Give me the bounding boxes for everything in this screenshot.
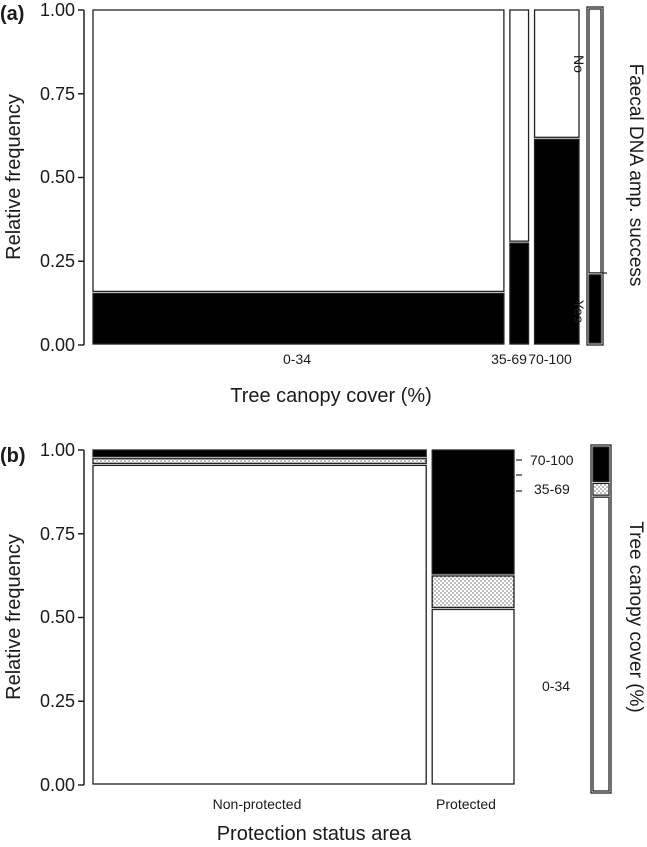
panel-a-marginal-yes xyxy=(588,274,602,344)
panel-b-marginal-70-100 xyxy=(592,446,610,483)
panel-b-ytick-1: 0.25 xyxy=(40,691,75,711)
panel-a-label: (a) xyxy=(0,3,24,25)
panel-a-ytick-2: 0.50 xyxy=(40,167,75,187)
panel-b-legend-35-69: 35-69 xyxy=(534,481,570,497)
panel-b-legend-title: Tree canopy cover (%) xyxy=(625,521,646,712)
panel-b-legend-0-34: 0-34 xyxy=(542,678,570,694)
panel-b-ytick-4: 1.00 xyxy=(40,440,75,460)
panel-b-xcat-0: Non-protected xyxy=(213,796,302,812)
panel-b-legend-ticks xyxy=(516,459,522,492)
panel-b-y-axis-title: Relative frequency xyxy=(3,534,25,700)
panel-a-marginal-no xyxy=(588,8,602,274)
panel-a-cell-0-34-no xyxy=(92,9,505,293)
panel-a-marginal-bar xyxy=(586,6,604,346)
panel-b-ytick-2: 0.50 xyxy=(40,607,75,627)
panel-a-legend-title: Faecal DNA amp. success xyxy=(625,64,646,287)
panel-b-label: (b) xyxy=(0,445,26,467)
panel-b-legend-70-100: 70-100 xyxy=(530,452,574,468)
panel-b-y-axis: 0.00 0.25 0.50 0.75 1.00 xyxy=(40,440,85,795)
panel-a-cell-70-100-no xyxy=(533,9,580,138)
panel-a-cell-0-34-yes xyxy=(92,292,505,345)
panel-b-cell-non-protected-35-69 xyxy=(92,458,427,465)
panel-a-xcat-1: 35-69 xyxy=(491,351,527,367)
panel-a-ytick-4: 1.00 xyxy=(40,0,75,20)
panel-b-cell-non-protected-0-34 xyxy=(92,464,427,785)
panel-a-cell-35-69-no xyxy=(509,9,530,242)
panel-a-xcat-0: 0-34 xyxy=(283,351,311,367)
panel-b-x-axis-title: Protection status area xyxy=(217,823,412,845)
panel-a-x-axis-title: Tree canopy cover (%) xyxy=(230,385,432,407)
panel-a-legend-yes: Yes xyxy=(571,300,587,323)
panel-a-ytick-3: 0.75 xyxy=(40,84,75,104)
panel-b-marginal-bar xyxy=(590,444,612,794)
panel-a-y-axis: 0.00 0.25 0.50 0.75 1.00 xyxy=(40,0,85,355)
panel-b-cell-non-protected-70-100 xyxy=(92,449,427,458)
panel-a-cell-70-100-yes xyxy=(533,138,580,345)
panel-b-cell-protected-70-100 xyxy=(431,449,515,575)
panel-b-cell-protected-0-34 xyxy=(431,608,515,785)
panel-b-xcat-1: Protected xyxy=(436,796,496,812)
panel-a-ytick-0: 0.00 xyxy=(40,335,75,355)
panel-b-marginal-35-69 xyxy=(592,482,610,496)
panel-b-ytick-3: 0.75 xyxy=(40,524,75,544)
panel-a-ytick-1: 0.25 xyxy=(40,251,75,271)
panel-b-ytick-0: 0.00 xyxy=(40,775,75,795)
panel-a-cell-35-69-yes xyxy=(509,242,530,345)
panel-a-y-axis-title: Relative frequency xyxy=(3,94,25,260)
panel-a-xcat-2: 70-100 xyxy=(528,351,572,367)
panel-b-mosaic-plot xyxy=(92,449,515,785)
panel-a-legend-no: No xyxy=(571,55,587,73)
panel-b-cell-protected-35-69 xyxy=(431,575,515,609)
panel-a-mosaic-plot xyxy=(92,9,580,345)
panel-b-marginal-0-34 xyxy=(592,496,610,792)
